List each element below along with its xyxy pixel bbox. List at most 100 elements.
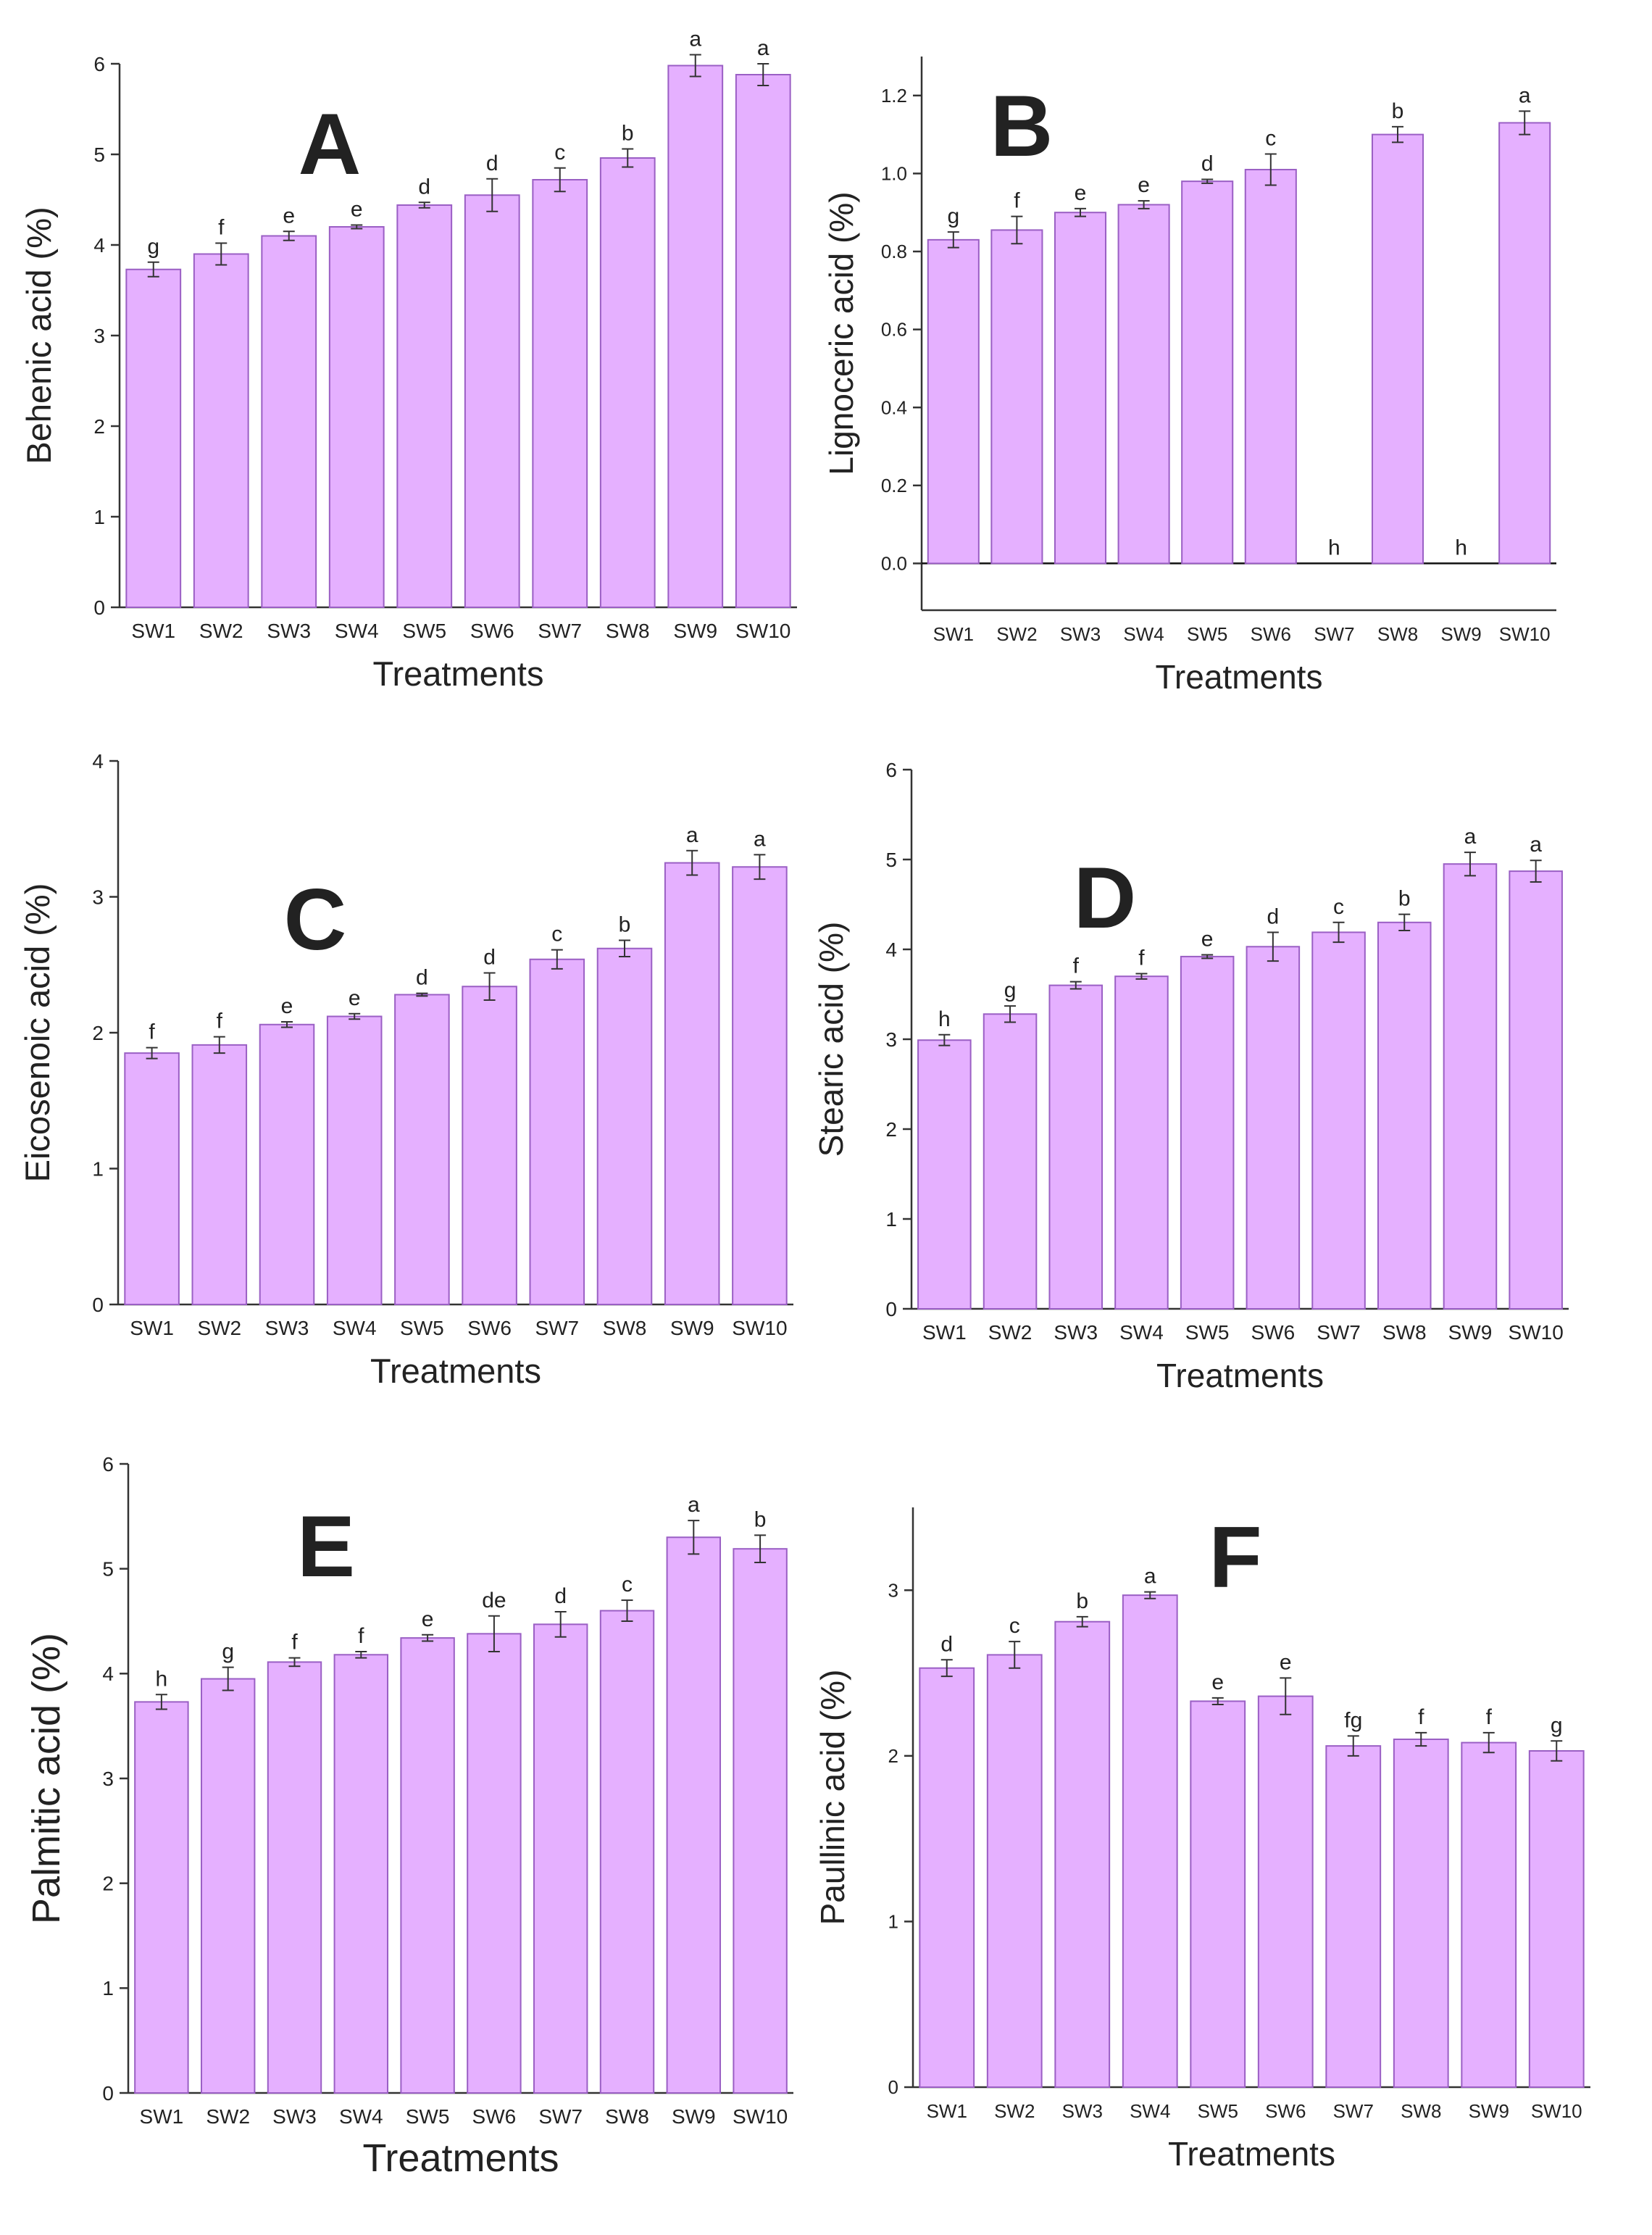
bar-sw1 — [125, 268, 182, 608]
chart-panel-b: 0.0 0.2 0.4 0.6 0.8 1.0 1.2 g SW1 f SW2 e SW3 e SW4 d SW… — [822, 57, 1556, 696]
x-axis-label: Treatments — [1156, 1357, 1324, 1394]
significance-letter: d — [416, 966, 428, 990]
x-tick-label: SW6 — [467, 1317, 512, 1339]
x-tick-label: SW7 — [535, 1317, 579, 1339]
x-axis-label: Treatments — [1168, 2135, 1335, 2173]
significance-letter: g — [147, 235, 159, 259]
bar-sw5 — [394, 994, 450, 1305]
significance-letter: a — [757, 36, 769, 60]
significance-letter: b — [619, 913, 631, 937]
bar-sw9 — [1443, 863, 1498, 1310]
x-tick-label: SW7 — [538, 2105, 583, 2128]
significance-letter: f — [1486, 1705, 1493, 1729]
significance-letter: g — [1551, 1713, 1563, 1737]
x-tick-label: SW10 — [735, 620, 790, 642]
bar-sw3 — [261, 235, 317, 608]
y-tick-label: 0 — [888, 2076, 898, 2098]
bar-sw2 — [193, 253, 249, 608]
x-tick-label: SW7 — [1333, 2100, 1374, 2122]
x-tick-label: SW8 — [606, 620, 650, 642]
x-tick-label: SW5 — [400, 1317, 444, 1339]
significance-letter: b — [622, 122, 634, 146]
significance-letter: a — [688, 1493, 700, 1517]
bar-sw3 — [1054, 212, 1107, 565]
bar-sw6 — [1246, 946, 1301, 1310]
x-axis-label: Treatments — [362, 2136, 559, 2180]
y-tick-label: 1 — [102, 1977, 114, 1999]
significance-letter: a — [1519, 83, 1531, 107]
x-tick-label: SW2 — [199, 620, 243, 642]
significance-letter: f — [1073, 954, 1080, 978]
bar-sw1 — [917, 1039, 972, 1310]
x-tick-label: SW7 — [1317, 1321, 1361, 1344]
bar-sw3 — [1054, 1620, 1111, 2089]
significance-letter: e — [283, 204, 295, 228]
x-tick-label: SW7 — [538, 620, 582, 642]
x-tick-label: SW2 — [197, 1317, 241, 1339]
x-tick-label: SW8 — [603, 1317, 647, 1339]
bar-sw6 — [1244, 169, 1297, 565]
x-tick-label: SW3 — [1060, 623, 1101, 645]
y-tick-label: 6 — [885, 759, 897, 781]
x-tick-label: SW8 — [1377, 623, 1418, 645]
x-tick-label: SW8 — [1382, 1321, 1427, 1344]
significance-letter: a — [1464, 825, 1477, 849]
bar-sw9 — [666, 1536, 722, 2094]
x-tick-label: SW4 — [1119, 1321, 1164, 1344]
y-axis-label: Paullinic acid (%) — [814, 1670, 851, 1926]
y-tick-label: 0 — [93, 596, 105, 619]
y-tick-label: 2 — [885, 1118, 897, 1141]
bar-sw7 — [1325, 1745, 1382, 2088]
y-tick-label: 2 — [102, 1872, 114, 1894]
x-tick-label: SW4 — [333, 1317, 377, 1339]
panel-letter: B — [990, 78, 1054, 175]
significance-letter: h — [1328, 536, 1340, 559]
significance-letter: e — [349, 986, 361, 1010]
significance-letter: a — [686, 823, 698, 847]
bar-sw6 — [462, 986, 517, 1305]
significance-letter: h — [1455, 536, 1467, 559]
chart-panel-a: 0 1 2 3 4 5 6 g SW1 f SW2 e SW3 e SW4 d SW5 d SW6 c SW7 b SW8 a… — [20, 28, 797, 693]
x-tick-label: SW2 — [206, 2105, 250, 2128]
bar-sw7 — [1311, 931, 1366, 1310]
x-tick-label: SW6 — [472, 2105, 517, 2128]
y-tick-label: 5 — [93, 143, 105, 166]
x-axis-label: Treatments — [1156, 658, 1323, 696]
significance-letter: f — [218, 216, 225, 240]
x-tick-label: SW9 — [1440, 623, 1481, 645]
chart-panel-d: 0 1 2 3 4 5 6 h SW1 g SW2 f SW3 f SW4 e SW5 d SW6 c SW7 b SW8 a… — [812, 759, 1569, 1394]
x-tick-label: SW6 — [1265, 2100, 1306, 2122]
bar-sw9 — [664, 862, 720, 1305]
y-tick-label: 1.0 — [881, 163, 907, 185]
y-tick-label: 2 — [93, 415, 105, 438]
x-tick-label: SW2 — [994, 2100, 1035, 2122]
x-axis-label: Treatments — [373, 654, 544, 693]
x-tick-label: SW5 — [1185, 1321, 1230, 1344]
significance-letter: g — [222, 1640, 234, 1664]
significance-letter: a — [754, 827, 766, 851]
significance-letter: d — [940, 1632, 953, 1656]
y-tick-label: 1.2 — [881, 85, 907, 107]
significance-letter: e — [1280, 1650, 1292, 1674]
y-tick-label: 4 — [92, 750, 104, 773]
x-tick-label: SW6 — [470, 620, 514, 642]
bar-sw6 — [1257, 1695, 1314, 2089]
x-tick-label: SW9 — [1448, 1321, 1493, 1344]
significance-letter: e — [422, 1607, 434, 1631]
bar-sw10 — [1528, 1750, 1585, 2088]
significance-letter: c — [1009, 1614, 1020, 1638]
significance-letter: h — [938, 1007, 951, 1031]
bar-sw1 — [927, 238, 980, 565]
y-tick-label: 0 — [885, 1298, 897, 1320]
y-tick-label: 0.8 — [881, 241, 907, 262]
y-tick-label: 0.4 — [881, 396, 907, 418]
x-tick-label: SW8 — [1401, 2100, 1441, 2122]
y-tick-label: 4 — [102, 1662, 114, 1685]
y-axis-label: Lignoceric acid (%) — [822, 191, 860, 475]
bar-sw8 — [599, 1610, 655, 2094]
bar-sw6 — [464, 194, 520, 608]
y-tick-label: 1 — [93, 506, 105, 528]
bar-sw2 — [986, 1654, 1043, 2088]
significance-letter: d — [1201, 151, 1214, 175]
y-axis-label: Palmitic acid (%) — [25, 1633, 68, 1924]
